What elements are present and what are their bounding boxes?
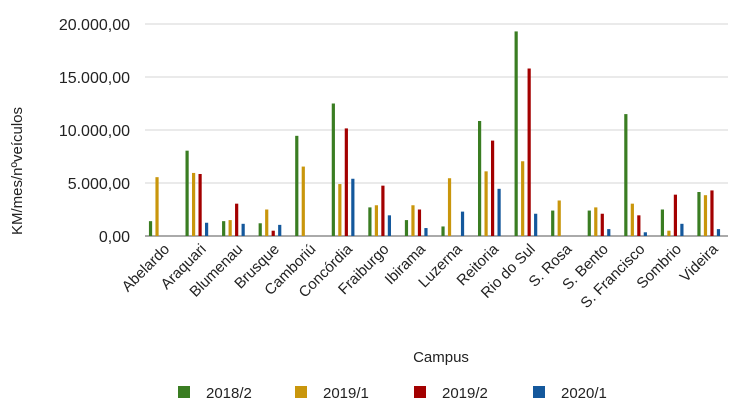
bar	[235, 203, 239, 236]
legend-swatch	[533, 386, 545, 398]
bar	[703, 195, 708, 236]
bar	[600, 213, 604, 236]
bar	[374, 205, 379, 236]
bar	[484, 171, 488, 236]
bar	[155, 177, 159, 236]
bar	[497, 188, 501, 236]
bar	[477, 120, 482, 236]
y-axis-title: KM/mes/nºveículos	[9, 107, 26, 235]
bar	[630, 203, 634, 236]
bar	[404, 220, 409, 236]
legend-swatch	[178, 386, 190, 398]
legend-swatch	[414, 386, 426, 398]
y-tick-label: 10.000,00	[59, 123, 130, 140]
bar	[344, 128, 348, 236]
legend: 2018/2 2019/1 2019/2 2020/1	[178, 385, 607, 402]
bar	[441, 226, 445, 236]
bar	[258, 223, 262, 236]
bar	[331, 103, 335, 236]
bar	[673, 194, 678, 236]
bar	[222, 221, 226, 236]
bar	[271, 230, 275, 236]
x-axis-title: Campus	[413, 349, 469, 366]
bar	[381, 185, 385, 236]
legend-label: 2019/1	[323, 385, 369, 402]
bar	[241, 223, 245, 236]
x-tick-label: Videira	[677, 240, 722, 285]
bar	[301, 166, 305, 236]
legend-swatch	[295, 386, 307, 398]
bar	[417, 209, 422, 236]
bar	[607, 229, 611, 236]
bar	[490, 140, 495, 236]
bar	[424, 228, 428, 236]
bar	[594, 207, 598, 236]
bar	[697, 192, 701, 236]
bars	[148, 31, 721, 237]
bar	[514, 31, 518, 237]
bar	[387, 215, 392, 236]
y-axis-ticks: 0,00 5.000,00 10.000,00 15.000,00 20.000,00	[59, 17, 130, 246]
bar	[660, 209, 665, 236]
bar	[411, 205, 415, 236]
bar	[368, 207, 372, 236]
legend-label: 2018/2	[206, 385, 252, 402]
bar	[551, 210, 555, 236]
bar	[587, 210, 591, 236]
bar	[557, 200, 561, 236]
bar	[447, 178, 452, 236]
gridlines	[145, 23, 728, 237]
legend-label: 2019/2	[442, 385, 488, 402]
bar	[185, 150, 189, 236]
bar	[710, 190, 714, 236]
bar	[204, 222, 209, 236]
bar	[521, 161, 525, 236]
bar	[278, 224, 282, 236]
bar	[228, 220, 232, 236]
bar	[716, 229, 721, 236]
bar	[624, 114, 628, 236]
bar	[460, 211, 465, 236]
bar	[667, 230, 671, 236]
bar	[637, 215, 641, 236]
bar	[265, 209, 269, 236]
bar	[148, 221, 153, 236]
bar	[191, 172, 196, 236]
x-axis-ticks: AbelardoAraquariBlumenauBrusqueCamboriúC…	[119, 240, 722, 311]
bar	[643, 232, 647, 236]
y-tick-label: 20.000,00	[59, 17, 130, 34]
bar	[198, 173, 202, 236]
bar	[338, 184, 342, 236]
bar	[351, 178, 355, 236]
bar	[680, 223, 684, 236]
bar	[295, 135, 299, 236]
legend-label: 2020/1	[561, 385, 607, 402]
bar	[527, 68, 531, 237]
bar	[534, 213, 538, 236]
y-tick-label: 15.000,00	[59, 70, 130, 87]
y-tick-label: 0,00	[99, 229, 130, 246]
y-tick-label: 5.000,00	[68, 176, 130, 193]
